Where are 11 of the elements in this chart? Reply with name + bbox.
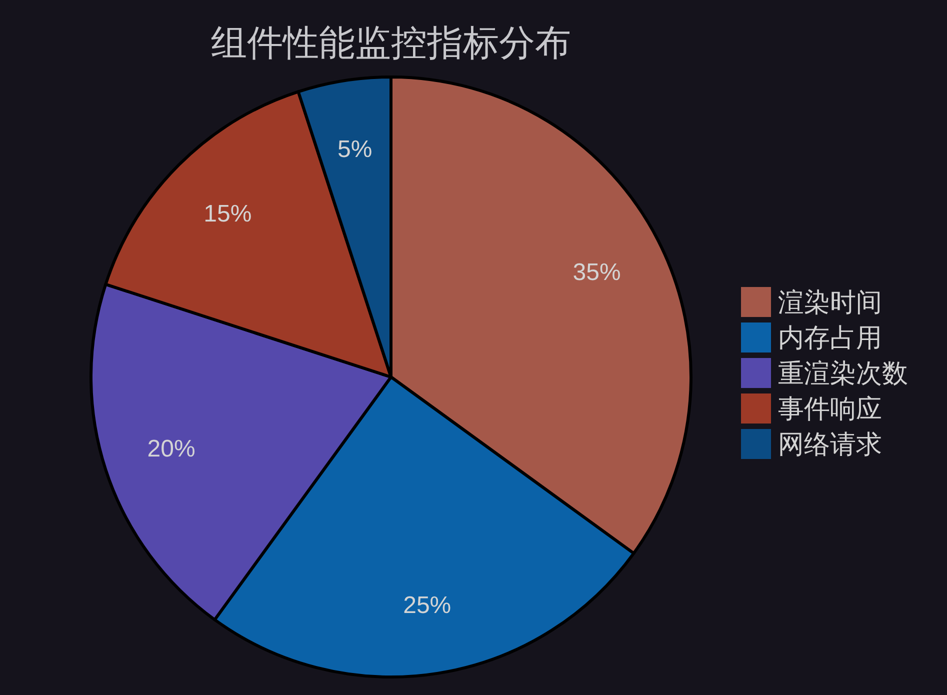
data-label: 15% [204, 200, 252, 228]
data-label: 35% [572, 259, 621, 286]
data-label: 5% [338, 136, 372, 163]
legend-label: 渲染时间 [778, 287, 882, 317]
data-label: 25% [403, 592, 452, 620]
legend-label: 网络请求 [778, 429, 882, 459]
legend-label: 事件响应 [778, 394, 882, 424]
legend-label: 重渲染次数 [778, 358, 908, 388]
legend-label: 内存占用 [778, 322, 882, 352]
data-label: 20% [147, 435, 196, 462]
chart-title: 组件性能监控指标分布 [211, 22, 571, 63]
